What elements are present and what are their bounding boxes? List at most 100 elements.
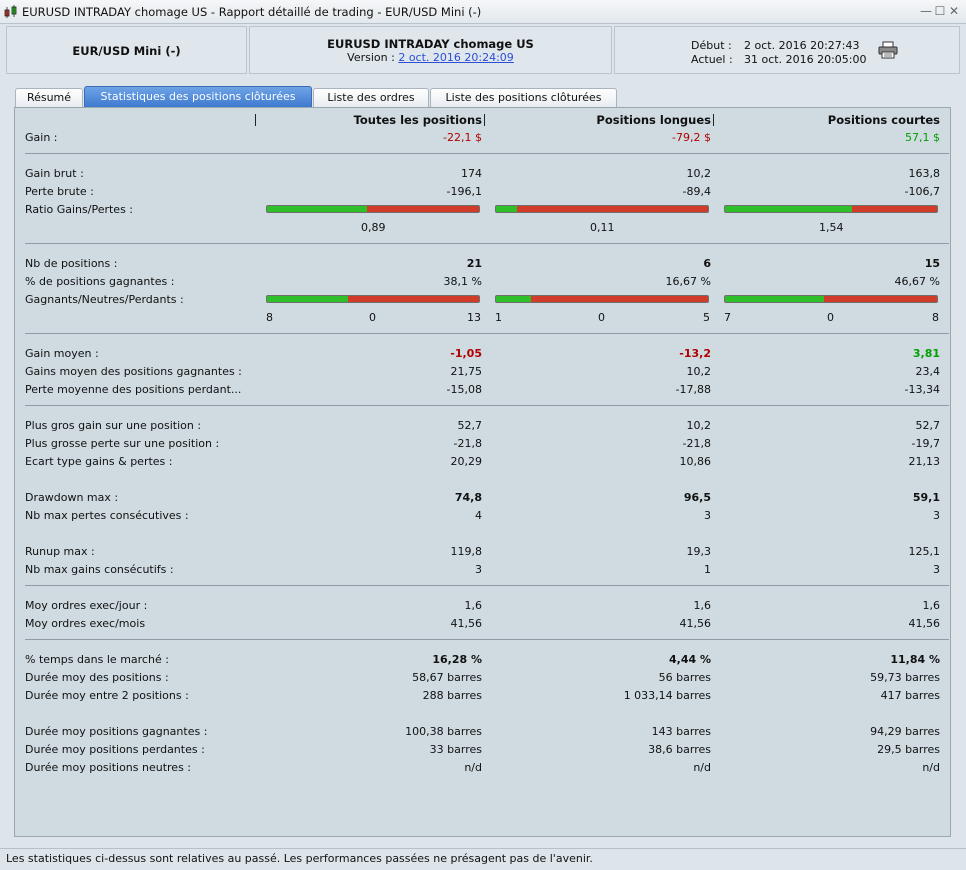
stat-label: Perte moyenne des positions perdant... [25,383,242,396]
stat-value-all: -1,05 [450,347,482,360]
stat-row-gains-moyen-gagnantes: Gains moyen des positions gagnantes : 21… [15,362,952,380]
end-value: 31 oct. 2016 20:05:00 [744,53,867,66]
gnp-neutral-long: 0 [598,311,605,324]
stat-label: Durée moy entre 2 positions : [25,689,189,702]
stat-value-long: -89,4 [682,185,711,198]
stat-label: Nb de positions : [25,257,118,270]
stat-label: Durée moy positions perdantes : [25,743,205,756]
gnp-bar-all [266,295,480,303]
stat-value-long: 10,2 [686,167,712,180]
stat-label: % de positions gagnantes : [25,275,175,288]
stat-row-duree-moy-gagnantes: Durée moy positions gagnantes : 100,38 b… [15,722,952,740]
stat-row-drawdown-max: Drawdown max : 74,8 96,5 59,1 [15,488,952,506]
stat-value-short: -13,34 [904,383,940,396]
instrument-cell: EUR/USD Mini (-) [6,26,247,74]
tab-statistiques[interactable]: Statistiques des positions clôturées [84,86,312,107]
stat-row-gain-moyen: Gain moyen : -1,05 -13,2 3,81 [15,344,952,362]
tab-resume[interactable]: Résumé [15,88,83,107]
stat-label: Drawdown max : [25,491,119,504]
stat-value-short: 52,7 [915,419,941,432]
stat-label: Gain brut : [25,167,84,180]
stat-value-all: 1,6 [464,599,483,612]
stat-value-all: 119,8 [450,545,483,558]
stat-value-long: 10,2 [686,419,712,432]
stat-label: Moy ordres exec/jour : [25,599,148,612]
stat-value-short: 3,81 [912,347,940,360]
gnp-winners-all: 8 [266,311,273,324]
stat-value-all: n/d [464,761,482,774]
column-divider [484,114,485,126]
stat-value-all: -21,8 [453,437,482,450]
stat-row-plus-gros-gain: Plus gros gain sur une position : 52,7 1… [15,416,952,434]
separator [25,333,949,334]
stat-row-ratio-values: 0,89 0,11 1,54 [15,218,952,236]
gnp-losers-all: 13 [467,311,481,324]
stat-label: Nb max pertes consécutives : [25,509,189,522]
maximize-button[interactable]: ☐ [934,4,946,18]
ratio-bar-all [266,205,480,213]
stat-value-all: 21,75 [450,365,483,378]
stat-value-all: 100,38 barres [405,725,482,738]
gnp-bar-long [495,295,709,303]
stat-value-short: -19,7 [911,437,940,450]
stat-row-pct-temps-marche: % temps dans le marché : 16,28 % 4,44 % … [15,650,952,668]
stat-value-all: 4 [475,509,482,522]
stat-label: Durée moy des positions : [25,671,169,684]
printer-icon[interactable] [878,41,898,59]
version-label: Version : [347,51,395,64]
stat-value-long: 4,44 % [669,653,711,666]
stat-value-short: 15 [924,257,940,270]
stat-value-long: 3 [704,509,711,522]
tab-liste-ordres[interactable]: Liste des ordres [313,88,429,107]
stat-value-all: 41,56 [450,617,483,630]
stat-value-all: -15,08 [446,383,482,396]
separator [25,153,949,154]
tab-liste-positions[interactable]: Liste des positions clôturées [430,88,617,107]
stat-value-long: 1,6 [693,599,712,612]
stat-value-all: 16,28 % [432,653,482,666]
stat-row-gnp: Gagnants/Neutres/Perdants : [15,290,952,308]
stat-row-duree-moy-perdantes: Durée moy positions perdantes : 33 barre… [15,740,952,758]
start-label: Début : [691,39,732,52]
stat-row-plus-grosse-perte: Plus grosse perte sur une position : -21… [15,434,952,452]
close-button[interactable]: ✕ [948,4,960,18]
stat-value-short: 94,29 barres [870,725,940,738]
dates-block: Début : 2 oct. 2016 20:27:43 Actuel : 31 o… [691,39,866,67]
stat-value-all: 58,67 barres [412,671,482,684]
stat-value-short: 23,4 [915,365,941,378]
stat-label: Gain : [25,131,58,144]
separator [25,405,949,406]
stat-value-short: 59,1 [912,491,940,504]
separator [25,585,949,586]
stat-value-short: 57,1 $ [905,131,940,144]
candlestick-app-icon [4,5,17,18]
stat-label: Plus grosse perte sur une position : [25,437,220,450]
stat-label: Nb max gains consécutifs : [25,563,174,576]
ratio-bar-long [495,205,709,213]
stat-value-long: -17,88 [675,383,711,396]
stat-value-all: -196,1 [446,185,482,198]
stat-row-nb-positions: Nb de positions : 21 6 15 [15,254,952,272]
version-line: Version : 2 oct. 2016 20:24:09 [250,51,611,64]
stat-row-perte-brute: Perte brute : -196,1 -89,4 -106,7 [15,182,952,200]
separator [25,639,949,640]
stat-value-short: 21,13 [908,455,941,468]
stat-label: Moy ordres exec/mois [25,617,146,630]
version-link[interactable]: 2 oct. 2016 20:24:09 [398,51,514,64]
stat-row-nb-max-gains: Nb max gains consécutifs : 3 1 3 [15,560,952,578]
gnp-bar-fill [267,296,348,302]
stat-row-perte-moyenne-perdantes: Perte moyenne des positions perdant... -… [15,380,952,398]
stat-value-long: 41,56 [679,617,712,630]
gnp-bar-fill [496,296,532,302]
stat-value-all: 38,1 % [443,275,482,288]
stat-value-short: 41,56 [908,617,941,630]
stat-value-long: 96,5 [683,491,711,504]
stat-value-short: 125,1 [908,545,941,558]
stat-row-gain-brut: Gain brut : 174 10,2 163,8 [15,164,952,182]
stat-label: Gains moyen des positions gagnantes : [25,365,242,378]
minimize-button[interactable]: — [920,4,932,18]
strategy-name: EURUSD INTRADAY chomage US [327,37,534,51]
stat-value-short: 417 barres [880,689,940,702]
stat-value-long: -21,8 [682,437,711,450]
stat-value-short: 3 [933,509,940,522]
